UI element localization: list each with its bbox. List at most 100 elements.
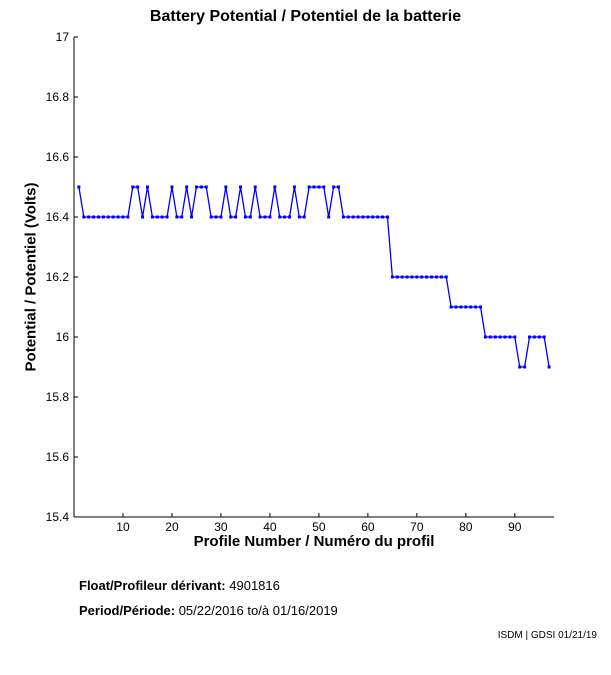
- data-point: [508, 335, 512, 339]
- data-point: [317, 185, 321, 189]
- footer-credit: ISDM | GDSI 01/21/19: [497, 630, 597, 641]
- data-point: [101, 215, 105, 219]
- data-point: [532, 335, 536, 339]
- data-point: [513, 335, 517, 339]
- x-tick-label: 60: [361, 520, 375, 534]
- data-point: [92, 215, 96, 219]
- data-point: [410, 275, 414, 279]
- data-point: [253, 185, 257, 189]
- data-point: [243, 215, 247, 219]
- data-point: [420, 275, 424, 279]
- data-point: [469, 305, 473, 309]
- data-point: [288, 215, 292, 219]
- data-point: [248, 215, 252, 219]
- data-point: [341, 215, 345, 219]
- data-point: [332, 185, 336, 189]
- data-point: [400, 275, 404, 279]
- x-tick-label: 90: [508, 520, 522, 534]
- data-point: [327, 215, 331, 219]
- y-tick-label: 16: [56, 330, 70, 344]
- data-point: [307, 185, 311, 189]
- data-point: [479, 305, 483, 309]
- data-point: [302, 215, 306, 219]
- y-tick-label: 16.8: [46, 90, 70, 104]
- data-point: [434, 275, 438, 279]
- x-axis-label: Profile Number / Numéro du profil: [193, 533, 435, 550]
- data-point: [449, 305, 453, 309]
- data-point: [322, 185, 326, 189]
- data-point: [273, 185, 277, 189]
- data-point: [199, 185, 203, 189]
- x-tick-label: 40: [263, 520, 277, 534]
- period-start: 05/22/2016: [178, 603, 244, 618]
- data-point: [116, 215, 120, 219]
- data-point: [194, 185, 198, 189]
- data-point: [77, 185, 81, 189]
- x-tick-label: 80: [459, 520, 473, 534]
- data-point: [214, 215, 218, 219]
- data-point: [439, 275, 443, 279]
- data-point: [111, 215, 115, 219]
- data-line: [78, 186, 550, 368]
- data-point: [523, 365, 527, 369]
- data-point: [224, 185, 228, 189]
- data-point: [165, 215, 169, 219]
- data-point: [136, 185, 140, 189]
- period-end: 01/16/2019: [272, 603, 338, 618]
- data-point: [366, 215, 370, 219]
- data-point: [292, 185, 296, 189]
- data-point: [263, 215, 267, 219]
- data-point: [283, 215, 287, 219]
- data-point: [464, 305, 468, 309]
- data-point: [155, 215, 159, 219]
- data-point: [126, 215, 130, 219]
- data-point: [204, 185, 208, 189]
- data-point: [483, 335, 487, 339]
- y-tick-label: 17: [56, 30, 70, 44]
- y-tick-label: 16.4: [46, 210, 70, 224]
- data-point: [268, 215, 272, 219]
- data-point: [150, 215, 154, 219]
- x-tick-label: 50: [312, 520, 326, 534]
- y-tick-label: 15.8: [46, 390, 70, 404]
- data-point: [381, 215, 385, 219]
- data-point: [425, 275, 429, 279]
- data-point: [503, 335, 507, 339]
- data-point: [121, 215, 125, 219]
- data-point: [106, 215, 110, 219]
- data-point: [160, 215, 164, 219]
- data-point: [498, 335, 502, 339]
- data-point: [312, 185, 316, 189]
- data-point: [395, 275, 399, 279]
- data-point: [336, 185, 340, 189]
- period-label: Period/Période:: [79, 603, 176, 618]
- data-point: [430, 275, 434, 279]
- data-point: [385, 215, 389, 219]
- data-point: [229, 215, 233, 219]
- data-point: [175, 215, 179, 219]
- data-point: [361, 215, 365, 219]
- data-point: [390, 275, 394, 279]
- x-tick-label: 30: [214, 520, 228, 534]
- data-point: [376, 215, 380, 219]
- data-point: [141, 215, 145, 219]
- data-point: [528, 335, 532, 339]
- chart-title: Battery Potential / Potentiel de la batt…: [149, 8, 462, 25]
- data-point: [474, 305, 478, 309]
- data-point: [371, 215, 375, 219]
- data-point: [234, 215, 238, 219]
- data-point: [459, 305, 463, 309]
- y-tick-label: 16.2: [46, 270, 70, 284]
- y-tick-label: 15.6: [46, 450, 70, 464]
- data-point: [82, 215, 86, 219]
- y-tick-label: 15.4: [46, 510, 70, 524]
- x-tick-label: 10: [116, 520, 130, 534]
- data-point: [454, 305, 458, 309]
- data-point: [493, 335, 497, 339]
- x-tick-label: 70: [410, 520, 424, 534]
- data-point: [131, 185, 135, 189]
- data-point: [96, 215, 100, 219]
- y-tick-label: 16.6: [46, 150, 70, 164]
- x-tick-label: 20: [165, 520, 179, 534]
